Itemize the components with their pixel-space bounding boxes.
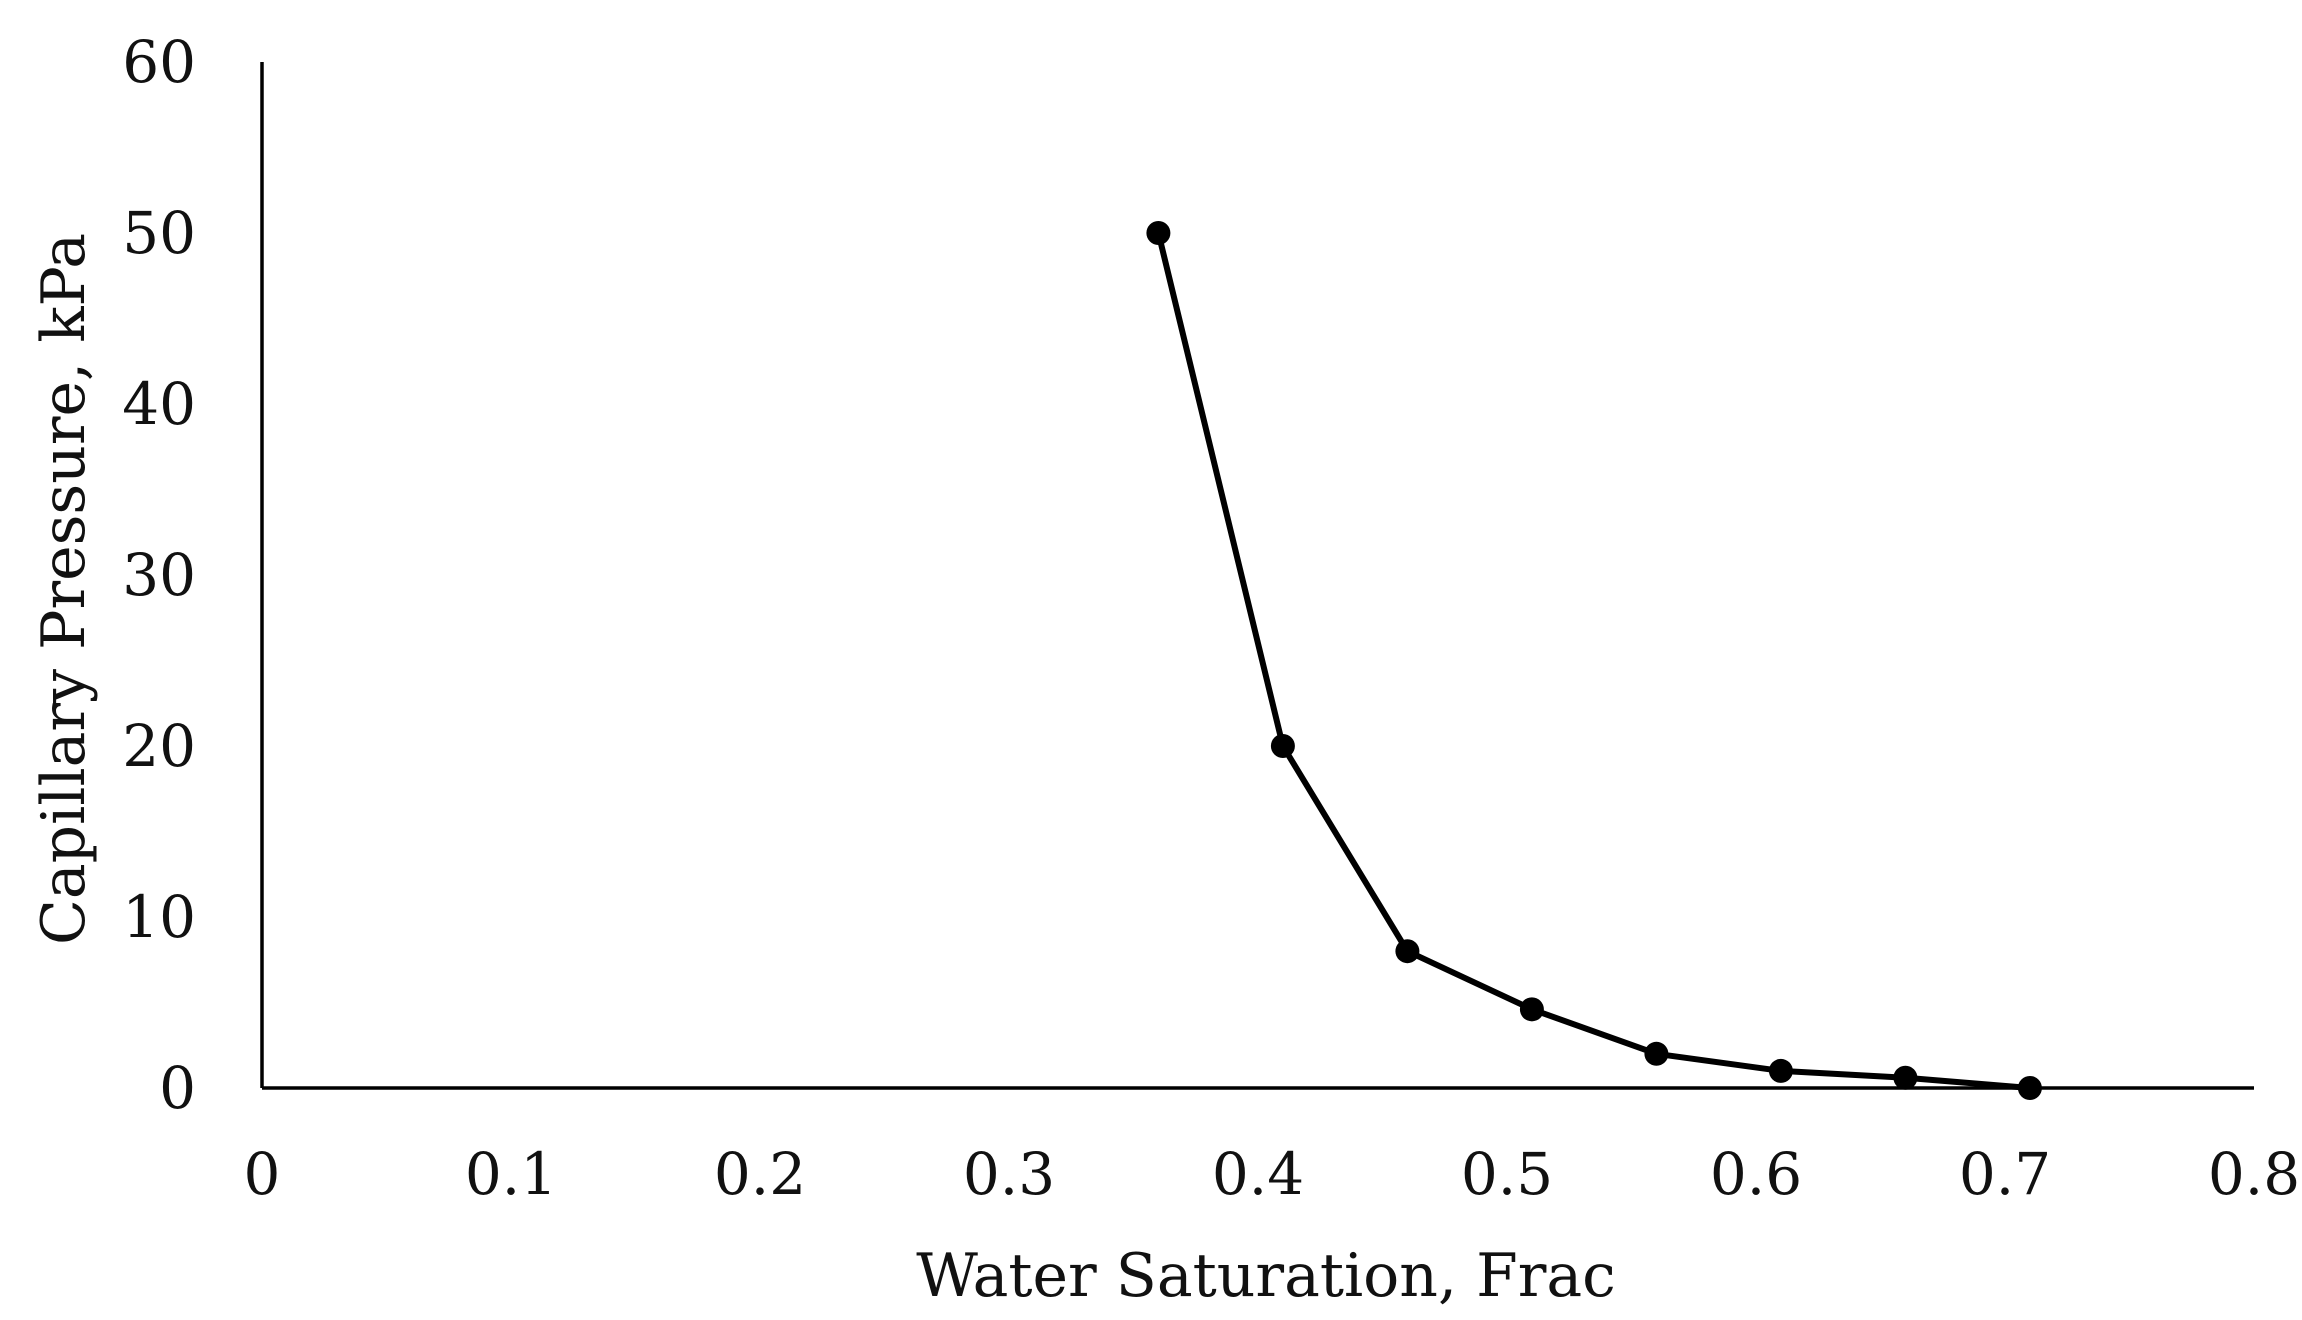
series-group	[1146, 221, 2042, 1100]
data-point	[1519, 997, 1544, 1022]
x-axis-title: Water Saturation, Frac	[916, 1241, 1616, 1311]
x-tick-label: 0.5	[1461, 1140, 1553, 1208]
x-tick-label: 0.1	[465, 1140, 557, 1208]
x-tick-label: 0.4	[1212, 1140, 1304, 1208]
x-tick-label: 0.2	[714, 1140, 806, 1208]
x-tick-label: 0.7	[1959, 1140, 2051, 1208]
data-point	[1270, 734, 1295, 758]
y-tick-label: 50	[122, 199, 196, 267]
y-tick-label: 0	[159, 1054, 196, 1122]
x-tick-label: 0.3	[963, 1140, 1055, 1208]
y-tick-label: 20	[122, 712, 196, 780]
data-point	[1146, 221, 1171, 245]
y-tick-label: 30	[122, 541, 196, 609]
x-tick-label: 0.8	[2208, 1140, 2300, 1208]
y-tick-label: 10	[122, 883, 196, 951]
x-tick-label: 0	[244, 1140, 281, 1208]
x-tick-labels: 0 0.1 0.2 0.3 0.4 0.5 0.6 0.7 0.8	[244, 1140, 2301, 1208]
data-point	[1893, 1065, 1918, 1090]
x-tick-label: 0.6	[1710, 1140, 1802, 1208]
data-point	[1768, 1058, 1793, 1083]
y-axis-title: Capillary Pressure, kPa	[29, 233, 99, 945]
data-point	[1644, 1041, 1669, 1066]
series-line	[1155, 230, 2033, 1091]
data-point	[2017, 1076, 2042, 1100]
y-tick-label: 60	[122, 28, 196, 96]
y-tick-label: 40	[122, 370, 196, 438]
axes	[260, 62, 2254, 1090]
data-point	[1395, 939, 1420, 964]
y-tick-labels: 0 10 20 30 40 50 60	[122, 28, 196, 1122]
